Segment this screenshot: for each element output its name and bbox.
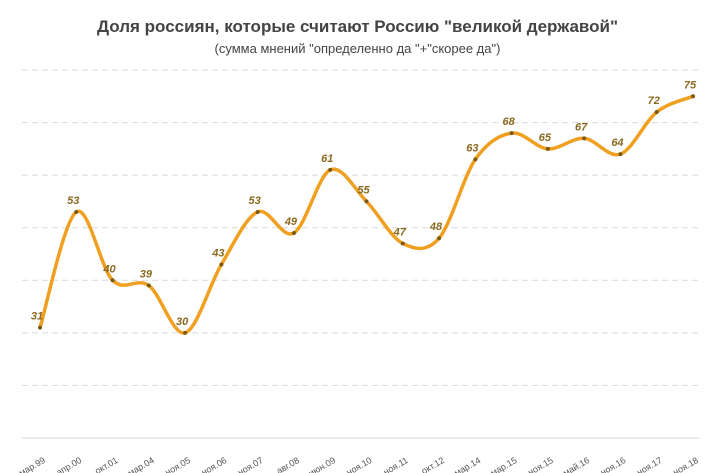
x-tick-label: ноя.18 — [671, 455, 700, 473]
data-label: 49 — [284, 216, 298, 228]
data-point — [509, 131, 514, 136]
data-point — [400, 241, 405, 246]
data-point — [219, 262, 224, 267]
data-label: 39 — [140, 269, 153, 281]
data-point — [328, 167, 333, 172]
data-point — [110, 278, 115, 283]
data-label: 68 — [502, 116, 515, 128]
data-label: 40 — [102, 263, 116, 275]
x-tick-label: ноя.06 — [200, 455, 229, 473]
data-label: 31 — [31, 311, 43, 323]
x-tick-label: мар.04 — [126, 455, 156, 473]
data-label: 55 — [357, 184, 370, 196]
chart-subtitle: (сумма мнений "определенно да "+"скорее … — [214, 41, 501, 56]
data-point — [545, 146, 550, 151]
x-tick-label: июн.09 — [307, 455, 337, 473]
data-label: 65 — [539, 132, 552, 144]
chart-title: Доля россиян, которые считают Россию "ве… — [96, 17, 619, 36]
x-tick-label: авг.08 — [275, 455, 301, 473]
x-tick-label: ноя.07 — [236, 455, 265, 473]
x-tick-label: окт.12 — [420, 455, 446, 473]
data-label: 67 — [575, 121, 588, 133]
x-tick-label: ноя.15 — [526, 455, 555, 473]
x-tick-label: ноя.17 — [635, 455, 664, 473]
data-label: 75 — [684, 79, 697, 91]
data-label: 63 — [466, 142, 478, 154]
x-tick-label: ноя.05 — [163, 455, 192, 473]
data-line — [38, 94, 695, 335]
data-point — [183, 330, 188, 335]
data-point — [618, 152, 623, 157]
x-tick-label: мар.15 — [489, 455, 519, 473]
data-label: 64 — [611, 137, 623, 149]
data-label: 48 — [429, 221, 443, 233]
data-label: 53 — [67, 195, 79, 207]
x-tick-label: окт.01 — [93, 455, 119, 473]
x-tick-label: мар.14 — [452, 455, 482, 473]
data-label: 47 — [393, 226, 407, 238]
data-label: 53 — [249, 195, 261, 207]
data-label: 30 — [176, 316, 189, 328]
data-point — [437, 236, 442, 241]
x-tick-label: мар.99 — [17, 455, 47, 473]
data-label: 61 — [321, 153, 333, 165]
x-tick-label: ноя.10 — [345, 455, 374, 473]
data-point — [74, 209, 79, 214]
data-point — [291, 230, 296, 235]
x-tick-label: ноя.16 — [599, 455, 628, 473]
data-point — [473, 157, 478, 162]
data-point — [582, 136, 587, 141]
data-point — [38, 325, 42, 330]
x-tick-label: апр.00 — [55, 455, 84, 473]
data-label: 72 — [648, 95, 660, 107]
data-point — [255, 209, 260, 214]
data-label: 43 — [211, 248, 224, 260]
x-tick-label: май.16 — [561, 455, 591, 473]
data-point — [654, 110, 659, 115]
x-tick-label: ноя.11 — [382, 455, 410, 473]
data-point — [691, 94, 695, 99]
data-point — [146, 283, 151, 288]
data-point — [364, 199, 369, 204]
